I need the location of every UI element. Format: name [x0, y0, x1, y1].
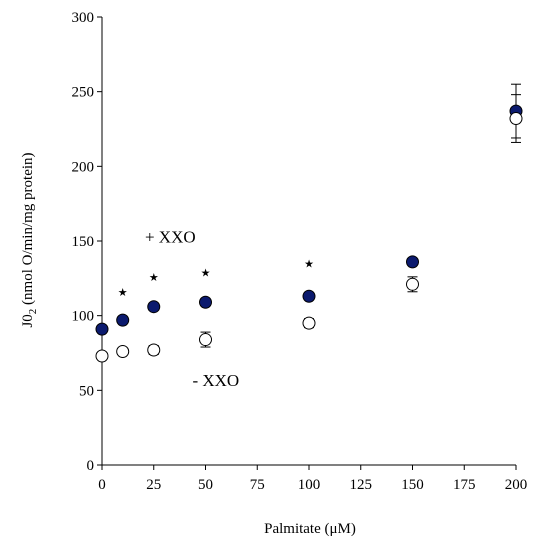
y-tick-label: 100 [72, 309, 95, 325]
x-axis-ticks: 0 25 50 75 100 125 150 175 200 [98, 465, 527, 493]
y-tick-label: 0 [87, 458, 95, 474]
open-point [199, 333, 212, 347]
filled-point [406, 255, 419, 269]
x-tick-label: 100 [298, 477, 321, 493]
x-tick-label: 75 [250, 477, 265, 493]
significance-star: ★ [118, 286, 128, 299]
x-tick-label: 200 [505, 477, 528, 493]
series-annotation: - XXO [192, 371, 239, 390]
significance-star: ★ [149, 271, 159, 284]
significance-star: ★ [201, 266, 211, 279]
series-annotation: + XXO [145, 228, 196, 247]
y-tick-label: 50 [79, 383, 94, 399]
filled-point [147, 300, 161, 314]
open-point [509, 112, 523, 126]
open-point [147, 343, 161, 357]
y-tick-label: 150 [72, 234, 95, 250]
x-tick-label: 150 [401, 477, 424, 493]
significance-star: ★ [304, 257, 314, 270]
open-point [302, 316, 316, 330]
x-tick-label: 175 [453, 477, 476, 493]
open-point [406, 277, 419, 291]
data-points [95, 104, 523, 363]
y-tick-label: 200 [72, 159, 95, 175]
open-point [116, 345, 130, 359]
y-axis-ticks: 0 50 100 150 200 250 300 [72, 10, 102, 474]
filled-point [116, 313, 130, 327]
x-tick-label: 50 [198, 477, 213, 493]
y-axis-title-subscript: 2 [27, 309, 39, 315]
annotations: + XXO - XXO [145, 228, 239, 390]
y-axis-title-main: J0 [20, 314, 36, 327]
x-tick-label: 125 [350, 477, 373, 493]
filled-point [199, 295, 212, 309]
y-axis-title: J02 (nmol O/min/mg protein) [20, 152, 39, 327]
y-tick-label: 300 [72, 10, 95, 26]
y-tick-label: 250 [72, 85, 95, 101]
error-bars [117, 83, 521, 355]
y-axis-title-rest: (nmol O/min/mg protein) [20, 152, 36, 308]
x-tick-label: 0 [98, 477, 106, 493]
significance-markers: ★ ★ ★ ★ [118, 257, 314, 298]
filled-point [95, 322, 109, 336]
x-axis-title: Palmitate (μM) [264, 521, 356, 537]
x-tick-label: 25 [146, 477, 161, 493]
filled-point [302, 289, 316, 303]
open-point [95, 349, 109, 363]
